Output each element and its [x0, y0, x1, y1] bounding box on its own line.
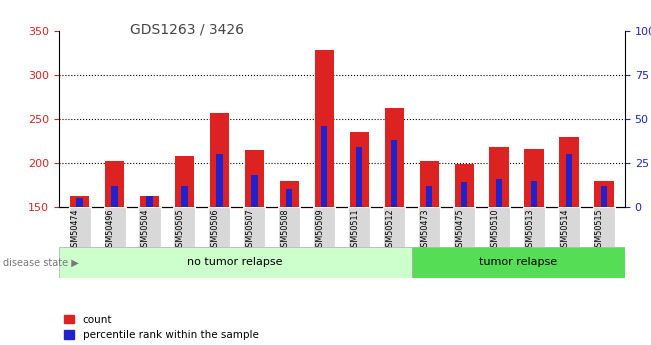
Bar	[419, 161, 439, 207]
Text: GSM50496: GSM50496	[105, 208, 115, 252]
Text: tumor relapse: tumor relapse	[479, 257, 557, 267]
Text: GSM50512: GSM50512	[385, 208, 395, 252]
Text: disease state ▶: disease state ▶	[3, 258, 79, 268]
FancyBboxPatch shape	[348, 207, 370, 247]
Bar	[140, 196, 159, 207]
Bar	[146, 196, 152, 207]
FancyBboxPatch shape	[383, 207, 405, 247]
Bar	[461, 183, 467, 207]
Text: GSM50513: GSM50513	[525, 208, 534, 252]
Bar	[594, 181, 614, 207]
FancyBboxPatch shape	[139, 207, 161, 247]
Text: GSM50507: GSM50507	[245, 208, 255, 252]
Bar	[245, 150, 264, 207]
FancyBboxPatch shape	[59, 247, 411, 278]
Bar	[76, 198, 83, 207]
Bar	[490, 147, 508, 207]
Text: GSM50504: GSM50504	[141, 208, 150, 252]
Bar	[525, 149, 544, 207]
Bar	[314, 50, 334, 207]
Bar	[559, 137, 579, 207]
Text: GSM50511: GSM50511	[350, 208, 359, 252]
Bar	[385, 108, 404, 207]
Bar	[70, 196, 89, 207]
Text: GSM50509: GSM50509	[315, 208, 324, 252]
Text: GSM50473: GSM50473	[420, 208, 429, 252]
Bar	[175, 156, 194, 207]
Bar	[601, 186, 607, 207]
FancyBboxPatch shape	[558, 207, 580, 247]
Bar	[216, 154, 223, 207]
Text: GSM50506: GSM50506	[210, 208, 219, 252]
FancyBboxPatch shape	[279, 207, 300, 247]
Bar	[286, 189, 292, 207]
Text: GSM50474: GSM50474	[70, 208, 79, 252]
FancyBboxPatch shape	[418, 207, 440, 247]
Bar	[280, 181, 299, 207]
FancyBboxPatch shape	[523, 207, 545, 247]
Bar	[321, 126, 327, 207]
Bar	[105, 161, 124, 207]
Bar	[181, 186, 187, 207]
FancyBboxPatch shape	[488, 207, 510, 247]
Text: no tumor relapse: no tumor relapse	[187, 257, 283, 267]
Bar	[111, 186, 118, 207]
Bar	[251, 175, 258, 207]
FancyBboxPatch shape	[173, 207, 195, 247]
Bar	[210, 113, 229, 207]
FancyBboxPatch shape	[453, 207, 475, 247]
Bar	[426, 186, 432, 207]
FancyBboxPatch shape	[313, 207, 335, 247]
Text: GDS1263 / 3426: GDS1263 / 3426	[130, 22, 244, 37]
FancyBboxPatch shape	[68, 207, 90, 247]
Bar	[454, 164, 474, 207]
FancyBboxPatch shape	[208, 207, 230, 247]
Bar	[391, 140, 397, 207]
Text: GSM50508: GSM50508	[281, 208, 289, 252]
Text: GSM50505: GSM50505	[176, 208, 184, 252]
FancyBboxPatch shape	[243, 207, 266, 247]
Bar	[356, 147, 363, 207]
Text: GSM50475: GSM50475	[455, 208, 464, 252]
Text: GSM50514: GSM50514	[560, 208, 569, 252]
Bar	[350, 132, 369, 207]
Bar	[566, 154, 572, 207]
Legend: count, percentile rank within the sample: count, percentile rank within the sample	[64, 315, 258, 340]
FancyBboxPatch shape	[593, 207, 615, 247]
Text: GSM50510: GSM50510	[490, 208, 499, 252]
FancyBboxPatch shape	[411, 247, 625, 278]
Bar	[531, 181, 537, 207]
Bar	[496, 179, 503, 207]
Text: GSM50515: GSM50515	[595, 208, 604, 252]
FancyBboxPatch shape	[104, 207, 126, 247]
